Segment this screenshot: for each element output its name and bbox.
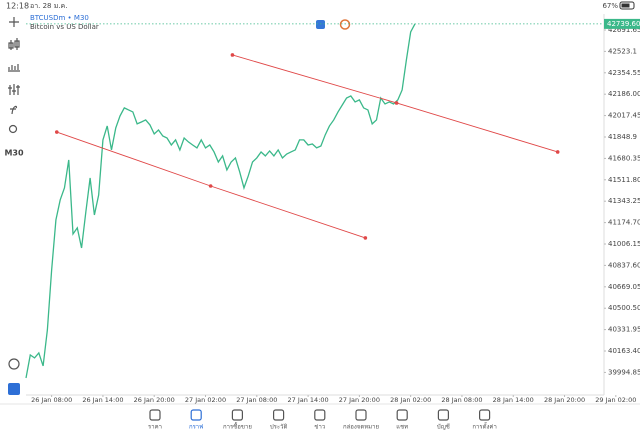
trendline-point [54, 130, 59, 134]
last-price-box [604, 18, 640, 29]
x-tick-label: 28 Jan 02:00 [390, 396, 431, 404]
nav-label[interactable]: ราคา [148, 424, 162, 431]
nav-icon[interactable] [314, 409, 326, 421]
y-tick-label: 42691.65 [608, 26, 640, 34]
zoom-tool[interactable] [8, 358, 20, 370]
nav-icon[interactable] [149, 409, 161, 421]
status-date: อา. 28 ม.ค. [30, 2, 67, 10]
trendline-point [230, 53, 235, 57]
trendline-point [394, 101, 399, 105]
nav-icon[interactable] [396, 409, 408, 421]
nav-icon[interactable] [190, 409, 202, 421]
chart-title: BTCUSDm • M30 [30, 14, 89, 22]
nav-label[interactable]: การตั้งค่า [472, 421, 496, 431]
status-time: 12:18 [6, 2, 29, 11]
crosshair-tool[interactable] [9, 17, 19, 27]
x-tick-label: 27 Jan 20:00 [339, 396, 380, 404]
nav-label[interactable]: กล่องจดหมาย [343, 424, 379, 431]
one-click-button[interactable] [339, 19, 351, 30]
x-tick-label: 27 Jan 14:00 [288, 396, 329, 404]
x-tick-label: 27 Jan 08:00 [236, 396, 277, 404]
chart-subtitle: Bitcoin vs US Dollar [30, 23, 99, 31]
x-tick-label: 26 Jan 14:00 [82, 396, 123, 404]
y-tick-label: 41511.80 [608, 176, 640, 184]
nav-icon[interactable] [437, 409, 449, 421]
settings-tool[interactable] [8, 84, 20, 95]
status-battery: 67% [602, 2, 618, 10]
y-tick-label: 42186.00 [608, 90, 640, 98]
y-tick-label: 42523.1 [608, 47, 637, 55]
x-tick-label: 28 Jan 14:00 [493, 396, 534, 404]
nav-icon[interactable] [273, 409, 285, 421]
y-tick-label: 42017.45 [608, 112, 640, 120]
trendline-point [363, 236, 368, 240]
x-tick-label: 26 Jan 08:00 [31, 396, 72, 404]
nav-label[interactable]: ประวัติ [270, 424, 288, 431]
y-tick-label: 40837.60 [608, 261, 640, 269]
left-toolbar [8, 17, 20, 395]
y-tick-label: 41848.9 [608, 133, 637, 141]
y-tick-label: 41343.25 [608, 197, 640, 205]
last-price-label: 42739.60 [607, 20, 640, 28]
nav-label[interactable]: บัญชี [437, 423, 450, 431]
app-icon[interactable] [8, 383, 20, 395]
price-line [25, 23, 416, 379]
y-tick-label: 40669.05 [608, 283, 640, 291]
nav-icon[interactable] [231, 409, 243, 421]
bottom-nav: ราคา กราฟ การซื้อขาย ประวัติ ข่าว กล่องจดหมาย… [148, 409, 497, 431]
x-tick-label: 29 Jan 02:00 [595, 396, 636, 404]
y-tick-label: 40163.40 [608, 347, 640, 355]
indicator-tool[interactable] [8, 64, 20, 72]
x-tick-label: 28 Jan 08:00 [441, 396, 482, 404]
battery-level [621, 3, 630, 8]
y-tick-label: 39994.85 [608, 368, 640, 376]
nav-label[interactable]: การซื้อขาย [223, 421, 252, 431]
battery-icon [619, 1, 635, 10]
nav-label[interactable]: แชท [396, 424, 408, 431]
trendline-point [208, 184, 213, 188]
y-tick-label: 41006.15 [608, 240, 640, 248]
nav-icon[interactable] [355, 409, 367, 421]
y-tick-label: 40331.95 [608, 326, 640, 334]
timeframe[interactable]: M30 [4, 149, 24, 158]
y-tick-label: 40500.50 [608, 304, 640, 312]
nav-label[interactable]: ข่าว [314, 424, 325, 431]
y-tick-label: 42354.55 [608, 69, 640, 77]
chart-type-tool[interactable] [8, 38, 20, 50]
nav-icon[interactable] [479, 409, 491, 421]
trade-button[interactable] [316, 20, 325, 29]
trendline-point [555, 150, 560, 154]
nav-label[interactable]: กราฟ [189, 424, 203, 431]
y-tick-label: 41680.35 [608, 154, 640, 162]
x-tick-label: 26 Jan 20:00 [134, 396, 175, 404]
x-tick-label: 28 Jan 20:00 [544, 396, 585, 404]
y-tick-label: 41174.70 [608, 219, 640, 227]
shapes-tool[interactable] [8, 124, 18, 134]
x-tick-label: 27 Jan 02:00 [185, 396, 226, 404]
plot: 42691.65 42523.1 42354.55 42186.00 42017.45 4… [25, 18, 640, 404]
function-tool[interactable] [10, 105, 18, 115]
